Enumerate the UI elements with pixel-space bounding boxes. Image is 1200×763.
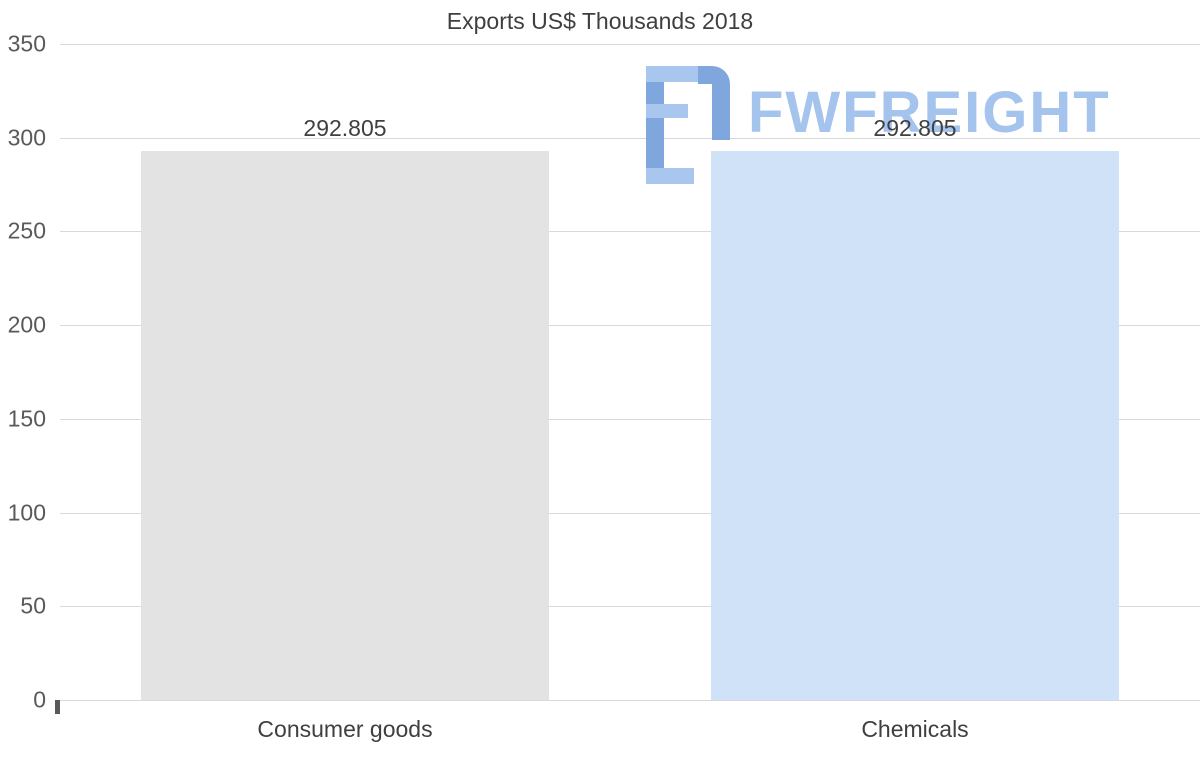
grid-line (60, 137, 1200, 139)
y-tick-label: 50 (20, 592, 46, 619)
x-label-chemicals: Chemicals (861, 716, 969, 742)
plot-area: 292.805 292.805 (60, 44, 1200, 701)
bar-chemicals (710, 151, 1120, 700)
grid-line (60, 325, 1200, 327)
y-tick-label: 200 (7, 311, 46, 338)
bar-slot-consumer-goods: 292.805 (60, 44, 630, 700)
y-tick-label: 150 (7, 405, 46, 432)
y-tick-label: 250 (7, 217, 46, 244)
grid-line (60, 700, 1200, 701)
y-tick-label: 300 (7, 124, 46, 151)
grid-line (60, 418, 1200, 420)
y-axis: 350 300 250 200 150 100 50 0 (0, 31, 52, 713)
grid-line (60, 44, 1200, 45)
x-axis-corner-tick (55, 700, 60, 714)
grid-line (60, 512, 1200, 514)
y-tick-label: 0 (33, 686, 46, 713)
y-tick-label: 350 (7, 30, 46, 57)
bar-value-label: 292.805 (303, 115, 387, 142)
grid-line (60, 231, 1200, 233)
bar-slot-chemicals: 292.805 (630, 44, 1200, 700)
x-axis: Consumer goods Chemicals (60, 716, 1200, 743)
bar-consumer-goods (140, 151, 550, 700)
bars-layer: 292.805 292.805 (60, 44, 1200, 700)
grid-line (60, 606, 1200, 608)
bar-value-label: 292.805 (873, 115, 957, 142)
x-label-consumer-goods: Consumer goods (257, 716, 433, 742)
chart-title: Exports US$ Thousands 2018 (446, 8, 754, 34)
y-tick-label: 100 (7, 499, 46, 526)
